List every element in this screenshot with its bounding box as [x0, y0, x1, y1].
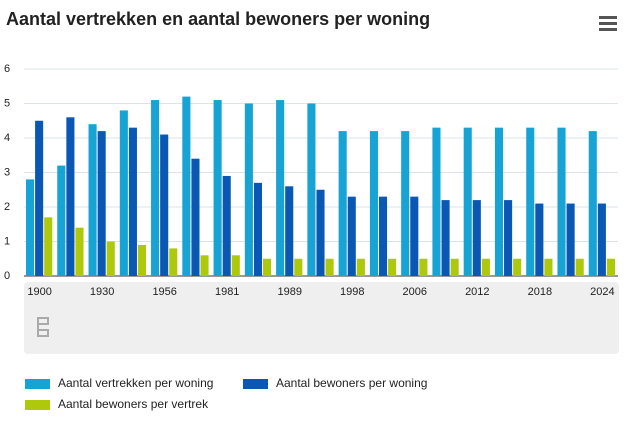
bar [557, 127, 566, 277]
x-tick-label: 1998 [340, 286, 364, 298]
menu-line[interactable] [599, 22, 617, 25]
bar [106, 241, 115, 276]
logo [37, 317, 49, 337]
bar [526, 127, 535, 277]
bar [316, 189, 325, 276]
y-tick-label: 0 [4, 270, 10, 282]
y-tick-label: 6 [4, 63, 10, 75]
legend-label: Aantal bewoners per vertrek [58, 397, 209, 411]
bar [325, 258, 334, 276]
bar [388, 258, 397, 276]
x-tick-label: 2012 [465, 286, 489, 298]
bar [26, 179, 35, 276]
bar [128, 127, 137, 277]
bar [244, 103, 253, 276]
y-tick-label: 5 [4, 97, 10, 109]
bar [169, 248, 178, 276]
x-tick-label: 1900 [27, 286, 51, 298]
bar [401, 131, 410, 276]
bar [597, 203, 606, 276]
bar [263, 258, 272, 276]
bar [285, 186, 294, 276]
bar [57, 165, 66, 276]
bar [535, 203, 544, 276]
x-tick-label: 2006 [403, 286, 427, 298]
y-tick-label: 4 [4, 132, 10, 144]
bar [575, 258, 584, 276]
legend-swatch [25, 379, 50, 389]
bar [347, 196, 356, 276]
bar [410, 196, 419, 276]
x-tick-label: 1989 [277, 286, 301, 298]
bar [222, 175, 231, 276]
bar [97, 131, 106, 276]
bar [338, 131, 347, 276]
y-tick-label: 1 [4, 235, 10, 247]
menu-line[interactable] [599, 16, 617, 19]
bar [75, 227, 84, 276]
bar [432, 127, 441, 277]
bar [481, 258, 490, 276]
bar [151, 100, 160, 276]
bar [231, 255, 240, 276]
bar [513, 258, 522, 276]
x-tick-label: 1930 [90, 286, 114, 298]
bar [276, 100, 285, 276]
legend-swatch [25, 400, 50, 410]
legend-label: Aantal vertrekken per woning [58, 376, 213, 390]
bar [253, 182, 263, 276]
chart-title: Aantal vertrekken en aantal bewoners per… [6, 9, 430, 29]
axis-band [24, 282, 619, 354]
bar [369, 131, 378, 276]
bar [441, 200, 450, 276]
bar [182, 96, 191, 276]
bar [88, 124, 97, 276]
x-tick-label: 2018 [528, 286, 552, 298]
bar [294, 258, 303, 276]
bar [356, 258, 365, 276]
bar [606, 258, 615, 276]
menu-line[interactable] [599, 28, 617, 31]
bar [378, 196, 388, 276]
bar [119, 110, 128, 277]
bar [200, 255, 209, 276]
x-tick-label: 1956 [152, 286, 176, 298]
bar [566, 203, 575, 276]
bar [472, 200, 481, 276]
bar [463, 127, 472, 277]
y-tick-label: 2 [4, 201, 10, 213]
bar [588, 131, 597, 276]
x-tick-label: 2024 [590, 286, 614, 298]
bar [160, 134, 169, 276]
bar [419, 258, 428, 276]
x-tick-label: 1981 [215, 286, 239, 298]
bar [137, 244, 147, 276]
legend-label: Aantal bewoners per woning [276, 376, 427, 390]
bar [544, 258, 553, 276]
bar [307, 103, 316, 276]
bar [504, 200, 513, 276]
bar [450, 258, 459, 276]
bar [35, 120, 44, 276]
menu-button[interactable] [599, 16, 617, 31]
bar [213, 100, 222, 276]
bar [191, 158, 200, 276]
bar [494, 127, 504, 277]
legend-swatch [243, 379, 268, 389]
bar [66, 117, 75, 276]
bar [44, 217, 53, 276]
y-tick-label: 3 [4, 166, 10, 178]
